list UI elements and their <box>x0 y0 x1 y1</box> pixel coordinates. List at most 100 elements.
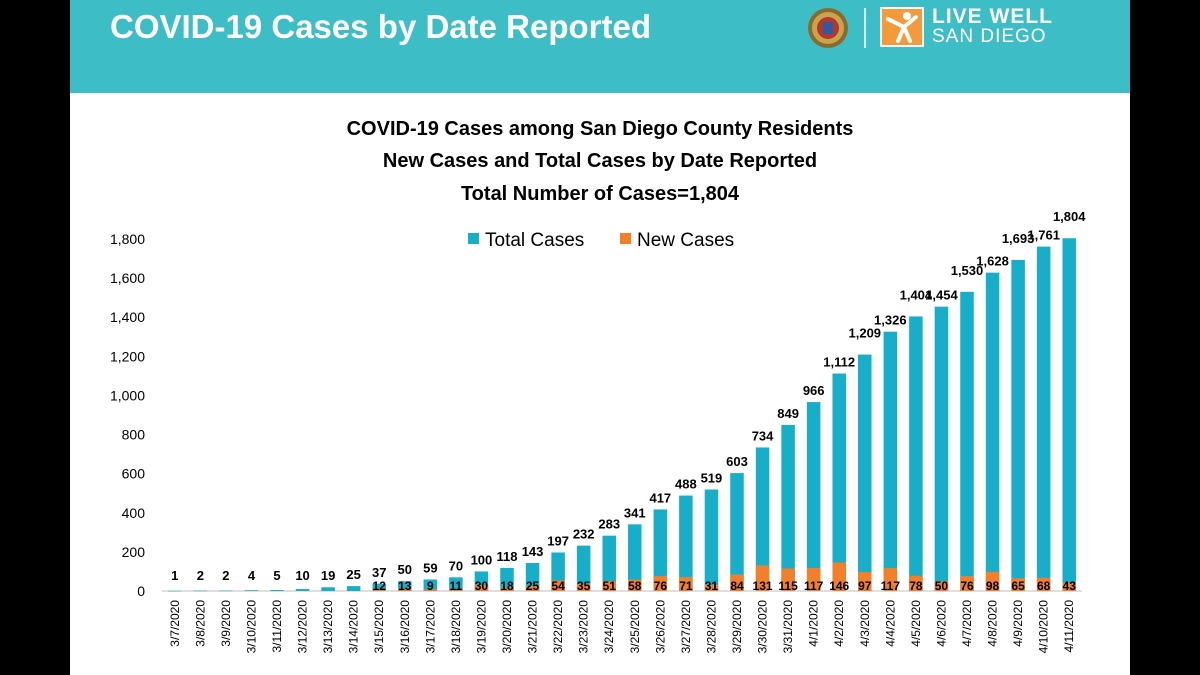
total-cases-bar <box>576 545 591 591</box>
live-well-logo-icon <box>880 7 924 47</box>
y-tick-label: 1,600 <box>110 270 145 286</box>
total-cases-label: 2 <box>222 568 229 583</box>
x-tick-label: 3/29/2020 <box>730 600 744 654</box>
total-cases-label: 417 <box>649 490 671 505</box>
new-cases-bar <box>806 568 821 591</box>
x-tick-label: 3/11/2020 <box>270 600 284 653</box>
x-tick-label: 3/8/2020 <box>193 600 207 647</box>
x-tick-label: 4/11/2020 <box>1062 600 1076 653</box>
total-cases-label: 232 <box>573 527 595 542</box>
total-cases-label: 2 <box>197 568 204 583</box>
total-cases-label: 19 <box>321 568 335 583</box>
total-cases-label: 143 <box>522 544 544 559</box>
y-tick-label: 400 <box>122 505 146 521</box>
x-tick-label: 4/7/2020 <box>960 600 974 647</box>
legend-swatch <box>468 233 479 244</box>
total-cases-bar <box>525 563 540 591</box>
total-cases-label: 1,404 <box>900 287 933 302</box>
total-cases-bar <box>193 590 208 592</box>
y-tick-label: 200 <box>122 544 146 560</box>
new-cases-label: 117 <box>881 579 901 593</box>
new-cases-bar <box>985 571 1000 591</box>
total-cases-bar <box>883 331 898 591</box>
legend-swatch <box>620 233 631 244</box>
logo-divider <box>864 8 866 48</box>
new-cases-bar <box>372 588 386 591</box>
x-tick-label: 3/26/2020 <box>653 600 667 654</box>
header-banner: COVID-19 Cases by Date Reported LIVE WEL… <box>70 0 1130 93</box>
x-tick-label: 3/16/2020 <box>398 600 412 654</box>
new-cases-label: 9 <box>427 579 434 593</box>
total-cases-label: 1,761 <box>1027 228 1060 243</box>
x-tick-label: 3/15/2020 <box>372 600 386 654</box>
new-cases-bar <box>679 577 693 591</box>
new-cases-bar <box>551 580 565 591</box>
total-cases-bar <box>858 354 872 591</box>
total-cases-label: 1,209 <box>849 326 882 341</box>
total-cases-label: 519 <box>701 471 723 486</box>
brand-name-line1: LIVE WELL <box>932 5 1053 28</box>
x-tick-label: 3/28/2020 <box>704 600 718 654</box>
total-cases-label: 50 <box>398 562 412 577</box>
total-cases-bar <box>602 535 616 591</box>
new-cases-label: 146 <box>829 579 849 593</box>
new-cases-label: 131 <box>753 579 773 593</box>
total-cases-label: 1,804 <box>1053 209 1086 224</box>
new-cases-bar <box>883 568 898 591</box>
total-cases-label: 59 <box>423 560 437 575</box>
y-tick-label: 1,800 <box>110 231 145 247</box>
total-cases-bar <box>960 291 974 591</box>
x-tick-label: 4/3/2020 <box>858 600 872 647</box>
x-tick-label: 3/9/2020 <box>219 600 233 647</box>
x-tick-label: 3/13/2020 <box>321 600 335 654</box>
new-cases-bar <box>960 576 974 591</box>
total-cases-label: 603 <box>726 454 748 469</box>
new-cases-label: 31 <box>705 579 719 593</box>
new-cases-bar <box>1011 578 1025 591</box>
total-cases-bar <box>219 590 233 592</box>
x-tick-label: 3/27/2020 <box>679 600 693 654</box>
total-cases-label: 25 <box>346 567 360 582</box>
page-title: COVID-19 Cases by Date Reported <box>110 8 652 45</box>
x-tick-label: 3/10/2020 <box>244 600 258 654</box>
new-cases-bar <box>1036 577 1051 591</box>
total-cases-label: 1,454 <box>925 288 958 303</box>
y-tick-label: 0 <box>137 583 145 599</box>
new-cases-bar <box>602 581 616 591</box>
new-cases-label: 12 <box>373 579 387 593</box>
county-seal-icon <box>808 8 848 48</box>
total-cases-label: 5 <box>273 568 280 583</box>
total-cases-bar <box>909 316 923 591</box>
total-cases-label: 283 <box>598 517 620 532</box>
total-cases-bar <box>168 590 182 592</box>
y-tick-label: 1,400 <box>110 309 145 325</box>
x-tick-label: 4/1/2020 <box>807 600 821 647</box>
x-tick-label: 3/12/2020 <box>296 600 310 654</box>
x-tick-label: 3/31/2020 <box>781 600 795 654</box>
total-cases-bar <box>346 586 361 591</box>
total-cases-bar <box>270 590 284 591</box>
new-cases-label: 35 <box>577 579 591 593</box>
total-cases-label: 849 <box>777 406 799 421</box>
total-cases-bar <box>1036 246 1051 592</box>
new-cases-bar <box>1062 582 1076 591</box>
x-tick-label: 3/30/2020 <box>756 600 770 654</box>
y-tick-label: 1,000 <box>110 387 145 403</box>
total-cases-bar <box>1011 259 1025 591</box>
x-tick-label: 3/23/2020 <box>577 600 591 654</box>
new-cases-label: 97 <box>858 579 872 593</box>
new-cases-label: 50 <box>935 579 949 593</box>
total-cases-label: 118 <box>497 549 518 564</box>
new-cases-bar <box>934 581 949 591</box>
new-cases-label: 13 <box>398 579 412 593</box>
total-cases-label: 966 <box>803 383 825 398</box>
total-cases-bar <box>423 579 438 591</box>
new-cases-label: 54 <box>551 579 565 593</box>
x-tick-label: 3/7/2020 <box>168 600 182 647</box>
new-cases-bar <box>576 584 591 591</box>
x-tick-label: 3/22/2020 <box>551 600 565 654</box>
total-cases-label: 488 <box>675 477 697 492</box>
brand-name-line2: SAN DIEGO <box>932 26 1047 47</box>
total-cases-label: 1,693 <box>1002 231 1035 246</box>
x-tick-label: 3/14/2020 <box>347 600 361 654</box>
